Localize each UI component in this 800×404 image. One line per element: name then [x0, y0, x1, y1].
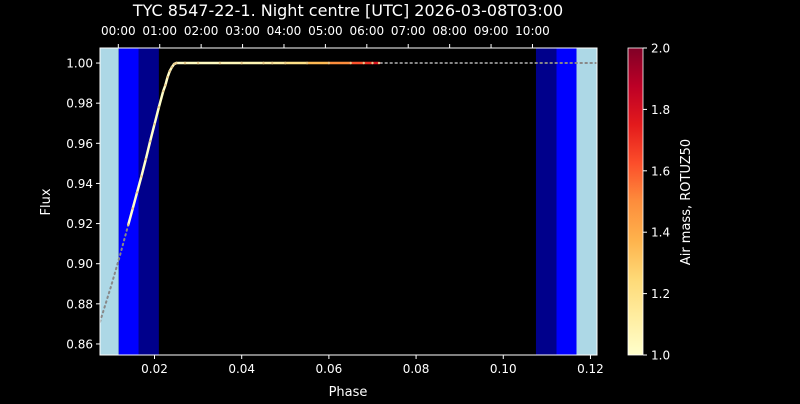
colorbar-tick-label: 1.4	[651, 226, 670, 240]
top-time-axis: 00:00 01:00 02:00 03:00 04:00 05:00 06:00 07:00…	[101, 24, 550, 48]
observed-point	[157, 105, 161, 109]
plot-frame	[99, 47, 598, 356]
colorbar	[627, 47, 644, 356]
observed-point	[144, 158, 147, 161]
observed-point	[284, 61, 287, 65]
observed-point	[162, 89, 165, 93]
observed-point	[170, 65, 174, 69]
observed-point	[196, 61, 200, 65]
observed-segment	[131, 191, 139, 210]
observed-point	[168, 69, 171, 73]
y-tick-label: 1.00	[66, 57, 93, 71]
colorbar-tick-label: 2.0	[651, 42, 670, 56]
observed-segment	[140, 158, 148, 178]
y-tick-label: 0.96	[66, 137, 93, 151]
observed-segment	[157, 89, 165, 109]
observed-point	[271, 61, 274, 65]
top-tick-label: 03:00	[225, 24, 260, 38]
observed-point	[183, 61, 187, 65]
x-tick-label: 0.10	[490, 362, 517, 376]
colorbar-tick-label: 1.0	[651, 349, 670, 363]
observed-segment	[164, 75, 169, 87]
colorbar-label: Air mass, ROTUZ50	[679, 139, 694, 265]
observed-series	[127, 61, 381, 226]
colorbar-tick-label: 1.2	[651, 287, 670, 301]
observed-segment	[135, 175, 143, 194]
observed-point	[377, 61, 381, 65]
observed-point	[164, 83, 167, 87]
twilight-band-1	[118, 48, 139, 355]
x-tick-label: 0.02	[141, 362, 168, 376]
observed-point	[175, 61, 178, 65]
observed-point	[153, 123, 156, 126]
observed-point	[327, 61, 331, 65]
twilight-band-2	[138, 48, 159, 355]
observed-point	[305, 61, 309, 65]
observed-point	[218, 61, 222, 65]
observed-point	[172, 62, 176, 66]
top-tick-label: 09:00	[474, 24, 509, 38]
x-tick-label: 0.04	[228, 362, 255, 376]
observed-point	[240, 61, 243, 65]
top-tick-label: 06:00	[350, 24, 385, 38]
top-tick-label: 07:00	[391, 24, 426, 38]
twilight-band-4	[556, 48, 577, 355]
y-tick-label: 0.92	[66, 217, 93, 231]
x-tick-label: 0.06	[316, 362, 343, 376]
observed-point	[127, 223, 130, 226]
colorbar-tick-label: 1.6	[651, 164, 670, 178]
chart-title: TYC 8547-22-1. Night centre [UTC] 2026-0…	[132, 1, 563, 20]
y-tick-label: 0.98	[66, 97, 93, 111]
observed-point	[371, 61, 374, 65]
twilight-band-5	[576, 48, 597, 355]
y-tick-label: 0.88	[66, 297, 93, 311]
top-tick-label: 04:00	[267, 24, 302, 38]
y-axis: 0.86 0.88 0.90 0.92 0.94 0.96 0.98 1.00	[66, 57, 100, 351]
y-tick-label: 0.90	[66, 257, 93, 271]
x-tick-label: 0.12	[577, 362, 604, 376]
top-tick-label: 01:00	[142, 24, 177, 38]
plot-area	[100, 48, 597, 355]
top-tick-label: 05:00	[308, 24, 343, 38]
observed-segment	[148, 122, 156, 143]
y-tick-label: 0.94	[66, 177, 93, 191]
colorbar-tick-label: 1.8	[651, 103, 670, 117]
observed-segment	[153, 105, 161, 126]
observed-point	[131, 207, 134, 210]
observed-segment	[127, 207, 134, 226]
observed-segment	[144, 140, 152, 161]
observed-point	[140, 175, 143, 178]
observed-point	[135, 191, 139, 194]
twilight-band-3	[535, 48, 557, 355]
y-axis-label: Flux	[39, 188, 54, 215]
top-tick-label: 10:00	[515, 24, 550, 38]
top-tick-label: 02:00	[184, 24, 219, 38]
x-axis-label: Phase	[329, 385, 368, 400]
observed-point	[362, 61, 365, 65]
observed-point	[262, 61, 265, 65]
y-tick-label: 0.86	[66, 337, 93, 351]
twilight-band-0	[100, 48, 119, 355]
x-tick-label: 0.08	[403, 362, 430, 376]
colorbar-axis: 1.0 1.2 1.4 1.6 1.8 2.0	[643, 42, 670, 363]
twilight-bands	[100, 48, 597, 355]
x-axis: 0.02 0.04 0.06 0.08 0.10 0.12	[141, 355, 604, 376]
observed-point	[166, 75, 169, 79]
top-tick-label: 00:00	[101, 24, 136, 38]
observed-point	[148, 140, 152, 143]
observed-point	[349, 61, 352, 65]
top-tick-label: 08:00	[432, 24, 467, 38]
